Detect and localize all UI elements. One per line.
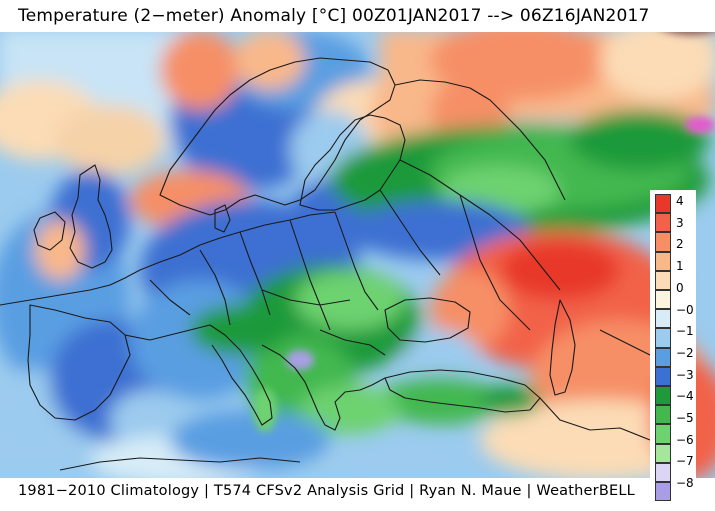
credits-text: 1981−2010 Climatology | T574 CFSv2 Analy…	[18, 483, 635, 499]
legend-tick-label: −3	[676, 367, 694, 382]
legend-tick-label: −1	[676, 324, 694, 339]
legend-tick-label: 4	[676, 194, 684, 208]
legend-tick-label: 2	[676, 237, 684, 252]
legend-swatch	[655, 366, 671, 386]
legend-swatch	[655, 462, 671, 482]
legend-tick-label: 1	[676, 259, 684, 274]
legend-swatch	[655, 386, 671, 406]
map-title: Temperature (2−meter) Anomaly [°C] 00Z01…	[18, 6, 650, 26]
legend-swatch	[655, 213, 671, 233]
legend-tick-label: 0	[676, 280, 684, 295]
legend-tick-label: −5	[676, 411, 694, 425]
coastlines-borders	[0, 57, 691, 471]
legend-swatch	[655, 290, 671, 310]
legend-tick-label: −7	[676, 454, 694, 469]
legend-swatch	[655, 405, 671, 425]
legend-tick-label: 3	[676, 215, 684, 230]
legend-swatch	[655, 443, 671, 463]
legend-swatch	[655, 424, 671, 444]
legend-tick-label: −2	[676, 345, 694, 360]
legend-swatch	[655, 194, 671, 214]
color-legend: 4 3 2 1 0 −0 −1 −2 −3 −4 −5 −6 −7 −8	[650, 190, 696, 502]
legend-swatch	[655, 328, 671, 348]
legend-tick-label: −4	[676, 389, 694, 404]
legend-tick-label: −6	[676, 432, 694, 447]
legend-swatch	[655, 347, 671, 367]
legend-tick-label: −8	[676, 476, 694, 491]
legend-swatch	[655, 270, 671, 290]
title-bar: Temperature (2−meter) Anomaly [°C] 00Z01…	[0, 0, 715, 32]
legend-swatch	[655, 251, 671, 271]
legend-swatch	[655, 309, 671, 329]
legend-tick-label: −0	[676, 302, 694, 317]
legend-swatch	[655, 482, 671, 502]
credit-bar: 1981−2010 Climatology | T574 CFSv2 Analy…	[0, 478, 715, 511]
legend-swatch	[655, 232, 671, 252]
